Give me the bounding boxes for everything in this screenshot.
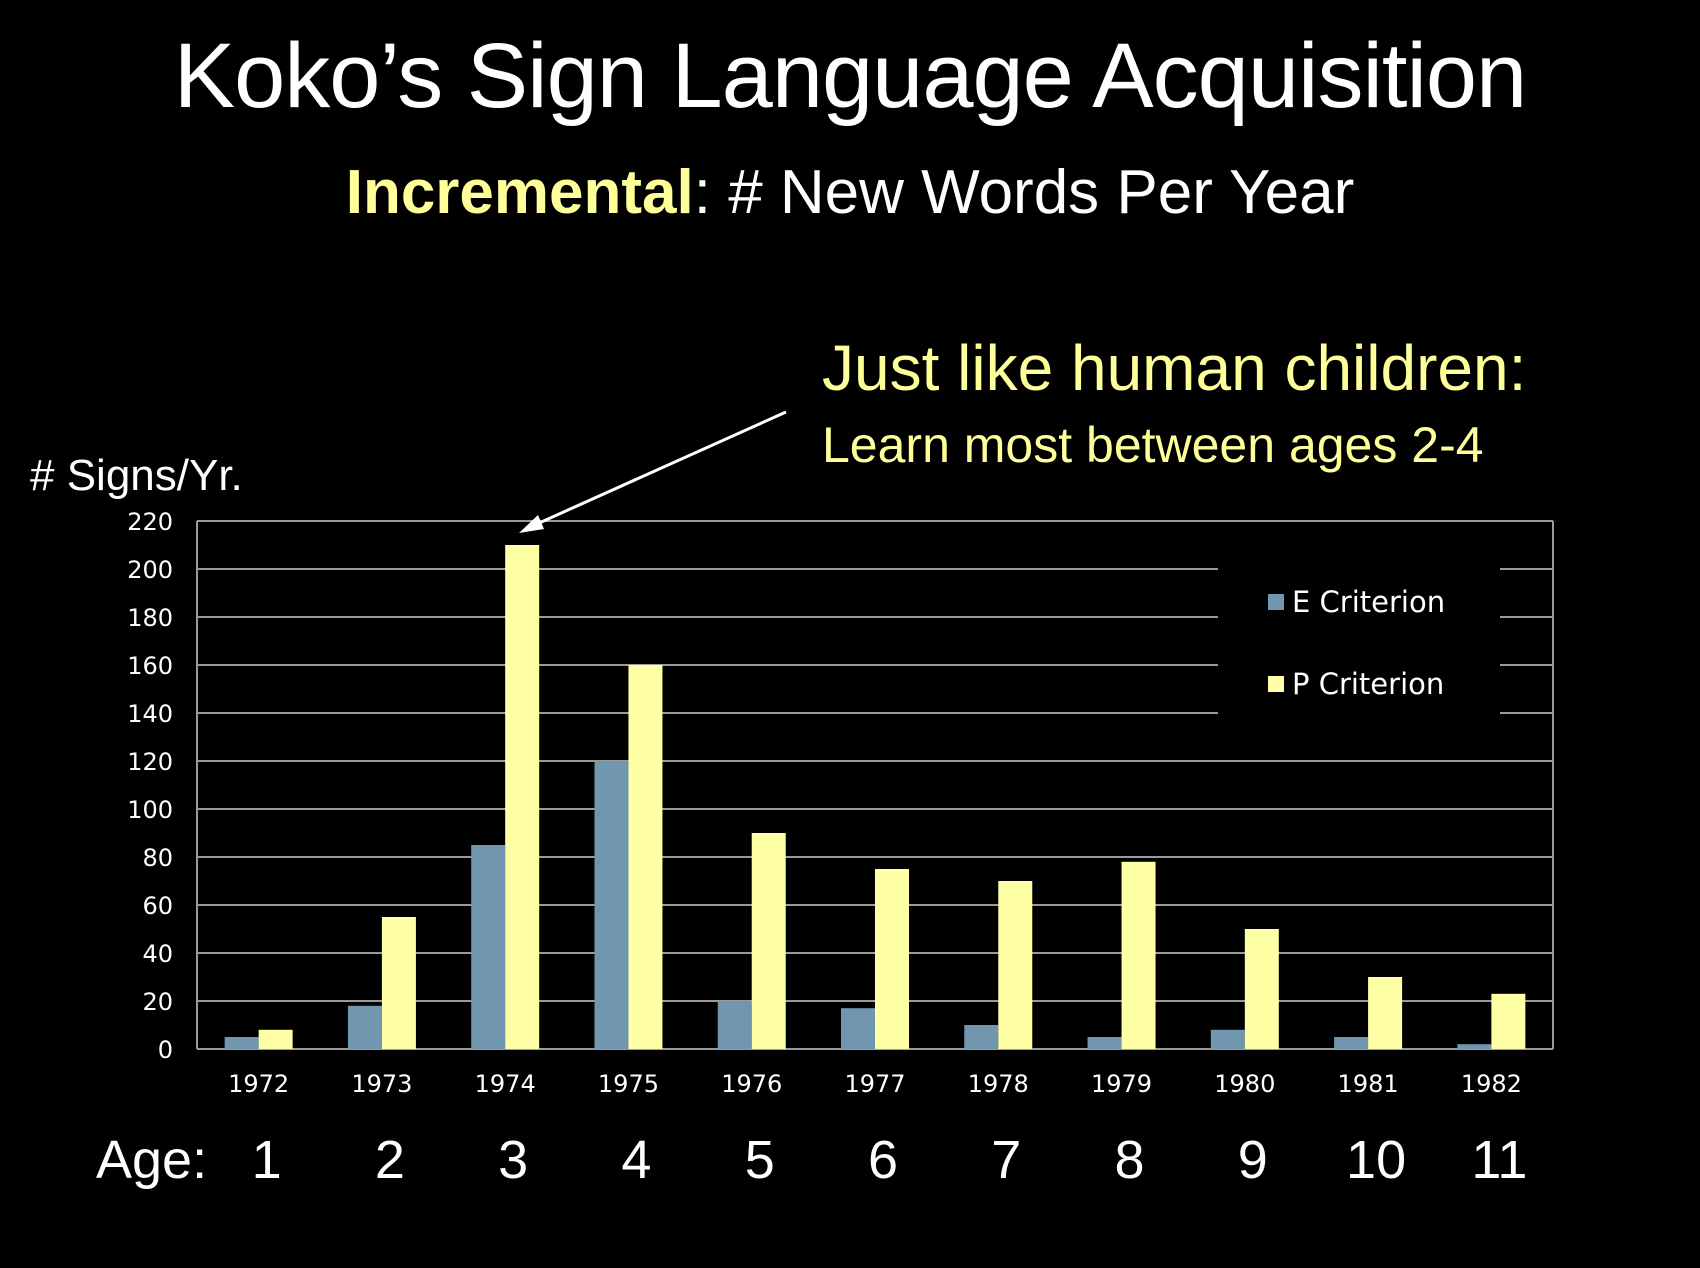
x-tick-label: 1982 bbox=[1461, 1070, 1522, 1098]
bar-p-criterion bbox=[381, 917, 416, 1049]
bar-e-criterion bbox=[717, 1001, 752, 1049]
age-value: 1 bbox=[251, 1130, 282, 1190]
legend-label: E Criterion bbox=[1292, 585, 1445, 619]
legend-swatch bbox=[1268, 594, 1284, 610]
bar-p-criterion bbox=[1121, 861, 1156, 1049]
age-value: 7 bbox=[991, 1130, 1022, 1190]
bar-e-criterion bbox=[1334, 1037, 1369, 1049]
age-value: 3 bbox=[498, 1130, 529, 1190]
y-tick-label: 100 bbox=[127, 796, 173, 824]
bar-e-criterion bbox=[841, 1008, 875, 1049]
bar-e-criterion bbox=[1087, 1037, 1122, 1049]
y-tick-label: 180 bbox=[127, 604, 173, 632]
bar-e-criterion bbox=[1457, 1044, 1492, 1049]
bar-e-criterion bbox=[347, 1005, 382, 1049]
callout-main: Just like human children: bbox=[822, 332, 1527, 404]
callout-arrow-head bbox=[519, 515, 544, 533]
x-tick-label: 1978 bbox=[968, 1070, 1029, 1098]
y-tick-label: 80 bbox=[142, 844, 173, 872]
age-value: 11 bbox=[1471, 1130, 1528, 1190]
x-tick-label: 1972 bbox=[228, 1070, 289, 1098]
x-tick-label: 1981 bbox=[1338, 1070, 1399, 1098]
age-value: 4 bbox=[621, 1130, 652, 1190]
y-tick-label: 200 bbox=[127, 556, 173, 584]
bar-p-criterion bbox=[875, 869, 909, 1049]
bar-p-criterion bbox=[1244, 929, 1279, 1049]
bar-e-criterion bbox=[594, 761, 629, 1049]
x-tick-label: 1977 bbox=[844, 1070, 905, 1098]
y-tick-label: 40 bbox=[142, 940, 173, 968]
bar-e-criterion bbox=[1210, 1029, 1245, 1049]
y-tick-label: 20 bbox=[142, 988, 173, 1016]
x-tick-label: 1976 bbox=[721, 1070, 782, 1098]
y-tick-label: 140 bbox=[127, 700, 173, 728]
y-tick-label: 120 bbox=[127, 748, 173, 776]
x-tick-label: 1980 bbox=[1214, 1070, 1275, 1098]
y-tick-label: 60 bbox=[142, 892, 173, 920]
legend-box bbox=[1218, 568, 1500, 718]
age-label: Age: bbox=[96, 1130, 208, 1190]
age-value: 2 bbox=[374, 1130, 405, 1190]
y-tick-label: 220 bbox=[127, 508, 173, 536]
bar-p-criterion bbox=[628, 665, 663, 1049]
age-value: 5 bbox=[744, 1130, 775, 1190]
x-tick-label: 1973 bbox=[351, 1070, 412, 1098]
subtitle-highlight: Incremental bbox=[345, 158, 694, 227]
bar-p-criterion bbox=[258, 1029, 293, 1049]
bar-p-criterion bbox=[1368, 977, 1403, 1049]
x-tick-label: 1975 bbox=[598, 1070, 659, 1098]
bar-p-criterion bbox=[998, 881, 1033, 1049]
bar-e-criterion bbox=[224, 1037, 259, 1049]
age-value: 6 bbox=[867, 1130, 899, 1190]
age-value: 10 bbox=[1346, 1130, 1407, 1190]
bar-p-criterion bbox=[1491, 993, 1526, 1049]
y-tick-label: 160 bbox=[127, 652, 173, 680]
callout-arrow-line bbox=[527, 410, 787, 530]
slide-title: Koko’s Sign Language Acquisition bbox=[173, 25, 1527, 127]
age-value: 8 bbox=[1114, 1130, 1145, 1190]
bar-e-criterion bbox=[964, 1025, 999, 1049]
slide-subtitle: Incremental: # New Words Per Year bbox=[0, 162, 1700, 224]
x-tick-label: 1979 bbox=[1091, 1070, 1152, 1098]
legend-label: P Criterion bbox=[1292, 667, 1444, 701]
x-tick-label: 1974 bbox=[475, 1070, 536, 1098]
callout-sub: Learn most between ages 2-4 bbox=[822, 417, 1484, 473]
bar-p-criterion bbox=[751, 833, 786, 1049]
legend-swatch bbox=[1268, 676, 1284, 692]
subtitle-rest: : # New Words Per Year bbox=[693, 158, 1355, 227]
bar-p-criterion bbox=[505, 545, 540, 1049]
bar-e-criterion bbox=[471, 845, 506, 1049]
y-tick-label: 0 bbox=[158, 1036, 173, 1064]
y-axis-label: # Signs/Yr. bbox=[30, 451, 243, 500]
age-value: 9 bbox=[1237, 1130, 1268, 1190]
